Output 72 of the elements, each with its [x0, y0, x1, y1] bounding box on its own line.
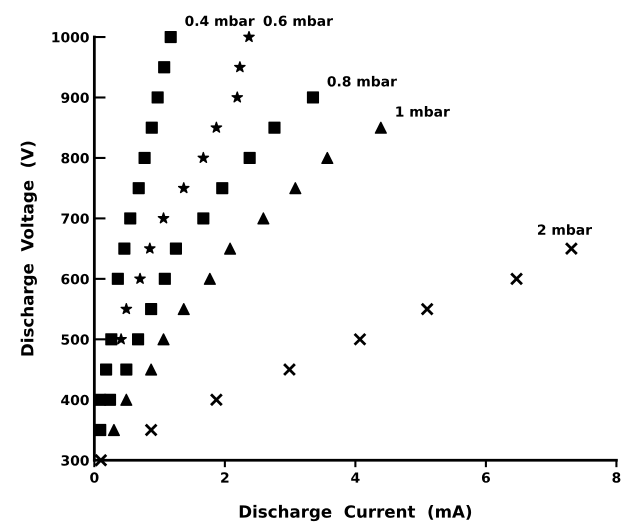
point [170, 242, 182, 255]
y-tick-label: 800 [61, 152, 89, 164]
point [257, 212, 270, 224]
point [108, 424, 120, 436]
point [132, 182, 145, 194]
point [105, 333, 118, 346]
point [134, 272, 146, 284]
point [124, 212, 136, 224]
point [144, 242, 156, 254]
point [158, 212, 170, 224]
point [145, 303, 158, 316]
point [510, 272, 524, 286]
series-label: 1 mbar [396, 106, 450, 117]
point [234, 61, 246, 72]
point [224, 242, 236, 255]
point [321, 152, 334, 164]
point [145, 363, 158, 376]
y-tick-label: 600 [61, 274, 89, 284]
point [164, 30, 177, 44]
point [157, 333, 170, 346]
point [289, 182, 302, 194]
point [282, 362, 296, 376]
x-tick-label: 2 [221, 472, 228, 483]
series-label: 2 mbar [538, 224, 592, 235]
point [132, 333, 144, 346]
y-tick-label: 900 [61, 92, 89, 103]
point [210, 122, 222, 133]
point [204, 272, 216, 285]
point [120, 363, 132, 376]
series-label: 0.8 mbar [328, 76, 397, 87]
point [243, 30, 255, 42]
point [198, 152, 210, 163]
point [94, 453, 108, 467]
x-tick-label: 0 [90, 472, 99, 483]
point [138, 152, 151, 164]
point [374, 122, 387, 134]
point [144, 423, 158, 437]
y-tick-label: 300 [61, 455, 89, 466]
point [268, 122, 281, 134]
point [146, 122, 158, 134]
x-tick-label: 8 [612, 472, 620, 483]
point [158, 61, 170, 74]
point [353, 332, 367, 346]
point [112, 272, 124, 285]
y-axis-title: Discharge Voltage (V) [20, 142, 37, 356]
point [231, 91, 244, 103]
y-tick-label: 1000 [52, 32, 89, 43]
y-tick-label: 400 [61, 394, 89, 406]
point [178, 182, 190, 194]
point [100, 363, 112, 376]
point [216, 182, 228, 194]
point [306, 91, 320, 104]
point [244, 152, 256, 164]
x-tick-label: 4 [351, 472, 360, 483]
point [197, 212, 210, 224]
point [120, 303, 132, 314]
point [120, 394, 132, 406]
point [118, 242, 130, 255]
y-tick-label: 500 [62, 334, 89, 345]
point [178, 303, 190, 316]
point [420, 302, 434, 316]
series-label: 0.4 mbar [185, 15, 255, 26]
point [564, 242, 578, 256]
series-label: 0.6 mbar [264, 15, 333, 26]
point [152, 91, 164, 104]
point [104, 394, 116, 406]
x-axis-title: Discharge Current (mA) [240, 504, 472, 522]
point [94, 424, 106, 436]
y-tick-label: 700 [61, 213, 89, 224]
point [210, 393, 224, 407]
point [158, 272, 171, 285]
x-tick-label: 6 [482, 472, 490, 483]
